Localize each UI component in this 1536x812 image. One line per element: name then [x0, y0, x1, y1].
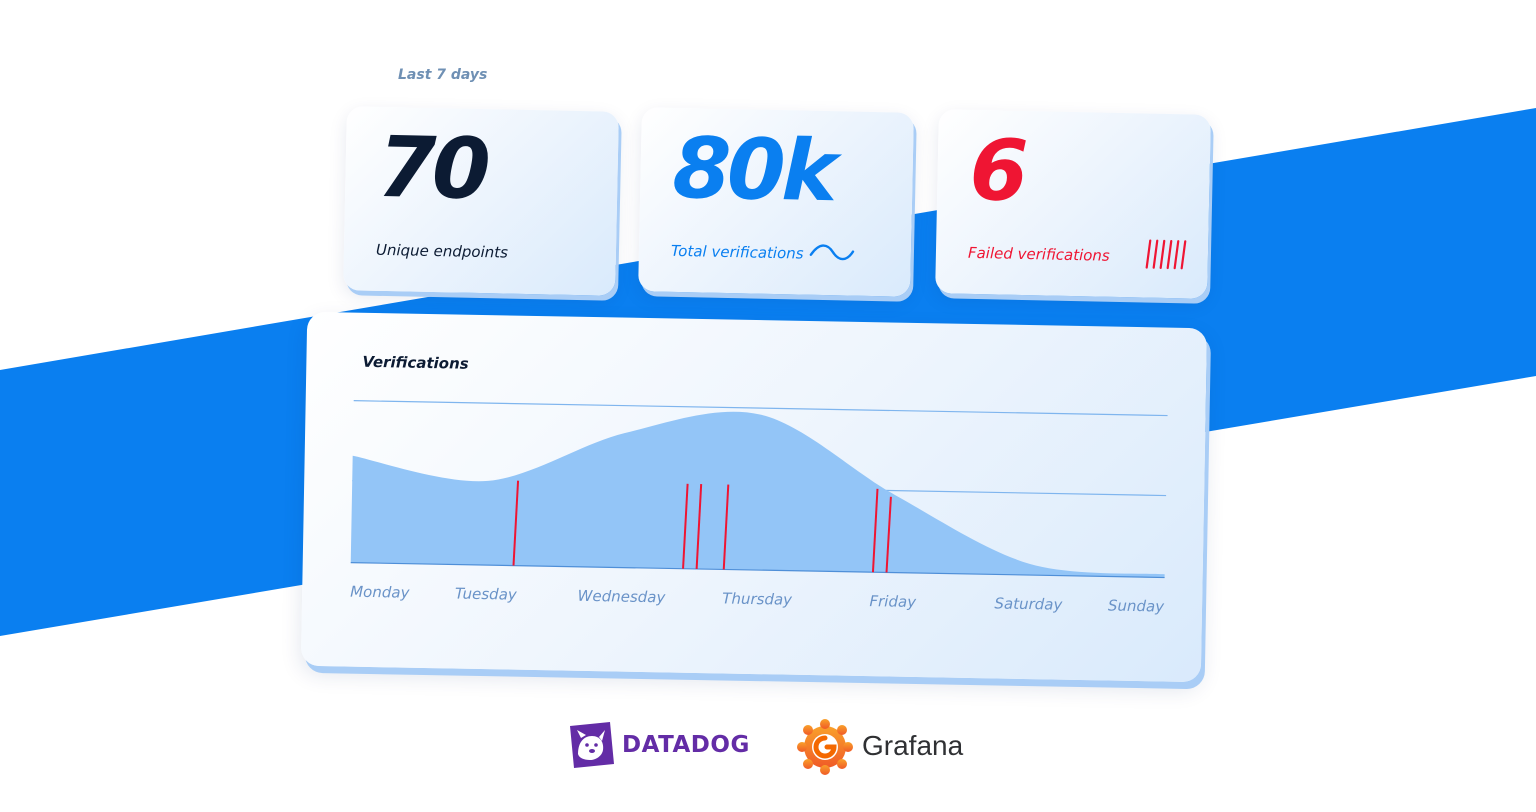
- tally-ticks-icon: [1145, 239, 1187, 270]
- day-label-sunday: Sunday: [1108, 597, 1166, 616]
- datadog-dog-icon: [570, 722, 614, 768]
- failure-marker: [682, 483, 689, 569]
- stat-card-failed-verifications: 6 Failed verifications: [935, 109, 1211, 299]
- failure-marker: [722, 484, 730, 570]
- datadog-wordmark: DATADOG: [622, 732, 750, 758]
- verifications-area-chart: Monday Tuesday Wednesday Thursday Friday Satu…: [350, 400, 1168, 616]
- wave-icon: [809, 244, 855, 261]
- stat-label: Failed verifications: [967, 243, 1110, 265]
- stat-label: Total verifications: [670, 241, 804, 263]
- grafana-wordmark: Grafana: [862, 730, 964, 761]
- day-label-wednesday: Wednesday: [577, 587, 666, 607]
- day-labels: Monday Tuesday Wednesday Thursday Friday Satu…: [350, 583, 1165, 616]
- stat-value: 6: [968, 120, 1026, 220]
- day-label-thursday: Thursday: [722, 589, 793, 608]
- period-label: Last 7 days: [398, 67, 488, 83]
- failure-markers: [512, 480, 892, 573]
- day-label-friday: Friday: [869, 592, 917, 611]
- verifications-area: [350, 411, 1165, 578]
- grafana-logo: Grafana: [796, 716, 963, 776]
- chart-baseline: [350, 562, 1165, 579]
- day-label-saturday: Saturday: [994, 594, 1063, 613]
- day-label-monday: Monday: [350, 583, 411, 602]
- grid-line: [353, 400, 1168, 417]
- stat-value: 70: [376, 117, 488, 219]
- day-label-tuesday: Tuesday: [455, 585, 518, 604]
- datadog-logo: DATADOG: [566, 720, 750, 770]
- failure-marker: [871, 488, 879, 573]
- failure-marker: [885, 496, 892, 573]
- failure-marker: [695, 483, 703, 570]
- stat-card-unique-endpoints: 70 Unique endpoints: [343, 106, 619, 296]
- stat-card-total-verifications: 80k Total verifications: [638, 107, 914, 297]
- stat-label: Unique endpoints: [375, 240, 509, 262]
- grafana-swirl-icon: [797, 719, 853, 775]
- stat-value: 80k: [671, 118, 835, 221]
- integration-logos: DATADOG Grafana: [566, 716, 986, 780]
- verifications-chart-card: Verifications Monday Tuesday Wednesday Thur…: [300, 311, 1208, 683]
- failure-marker: [512, 480, 520, 566]
